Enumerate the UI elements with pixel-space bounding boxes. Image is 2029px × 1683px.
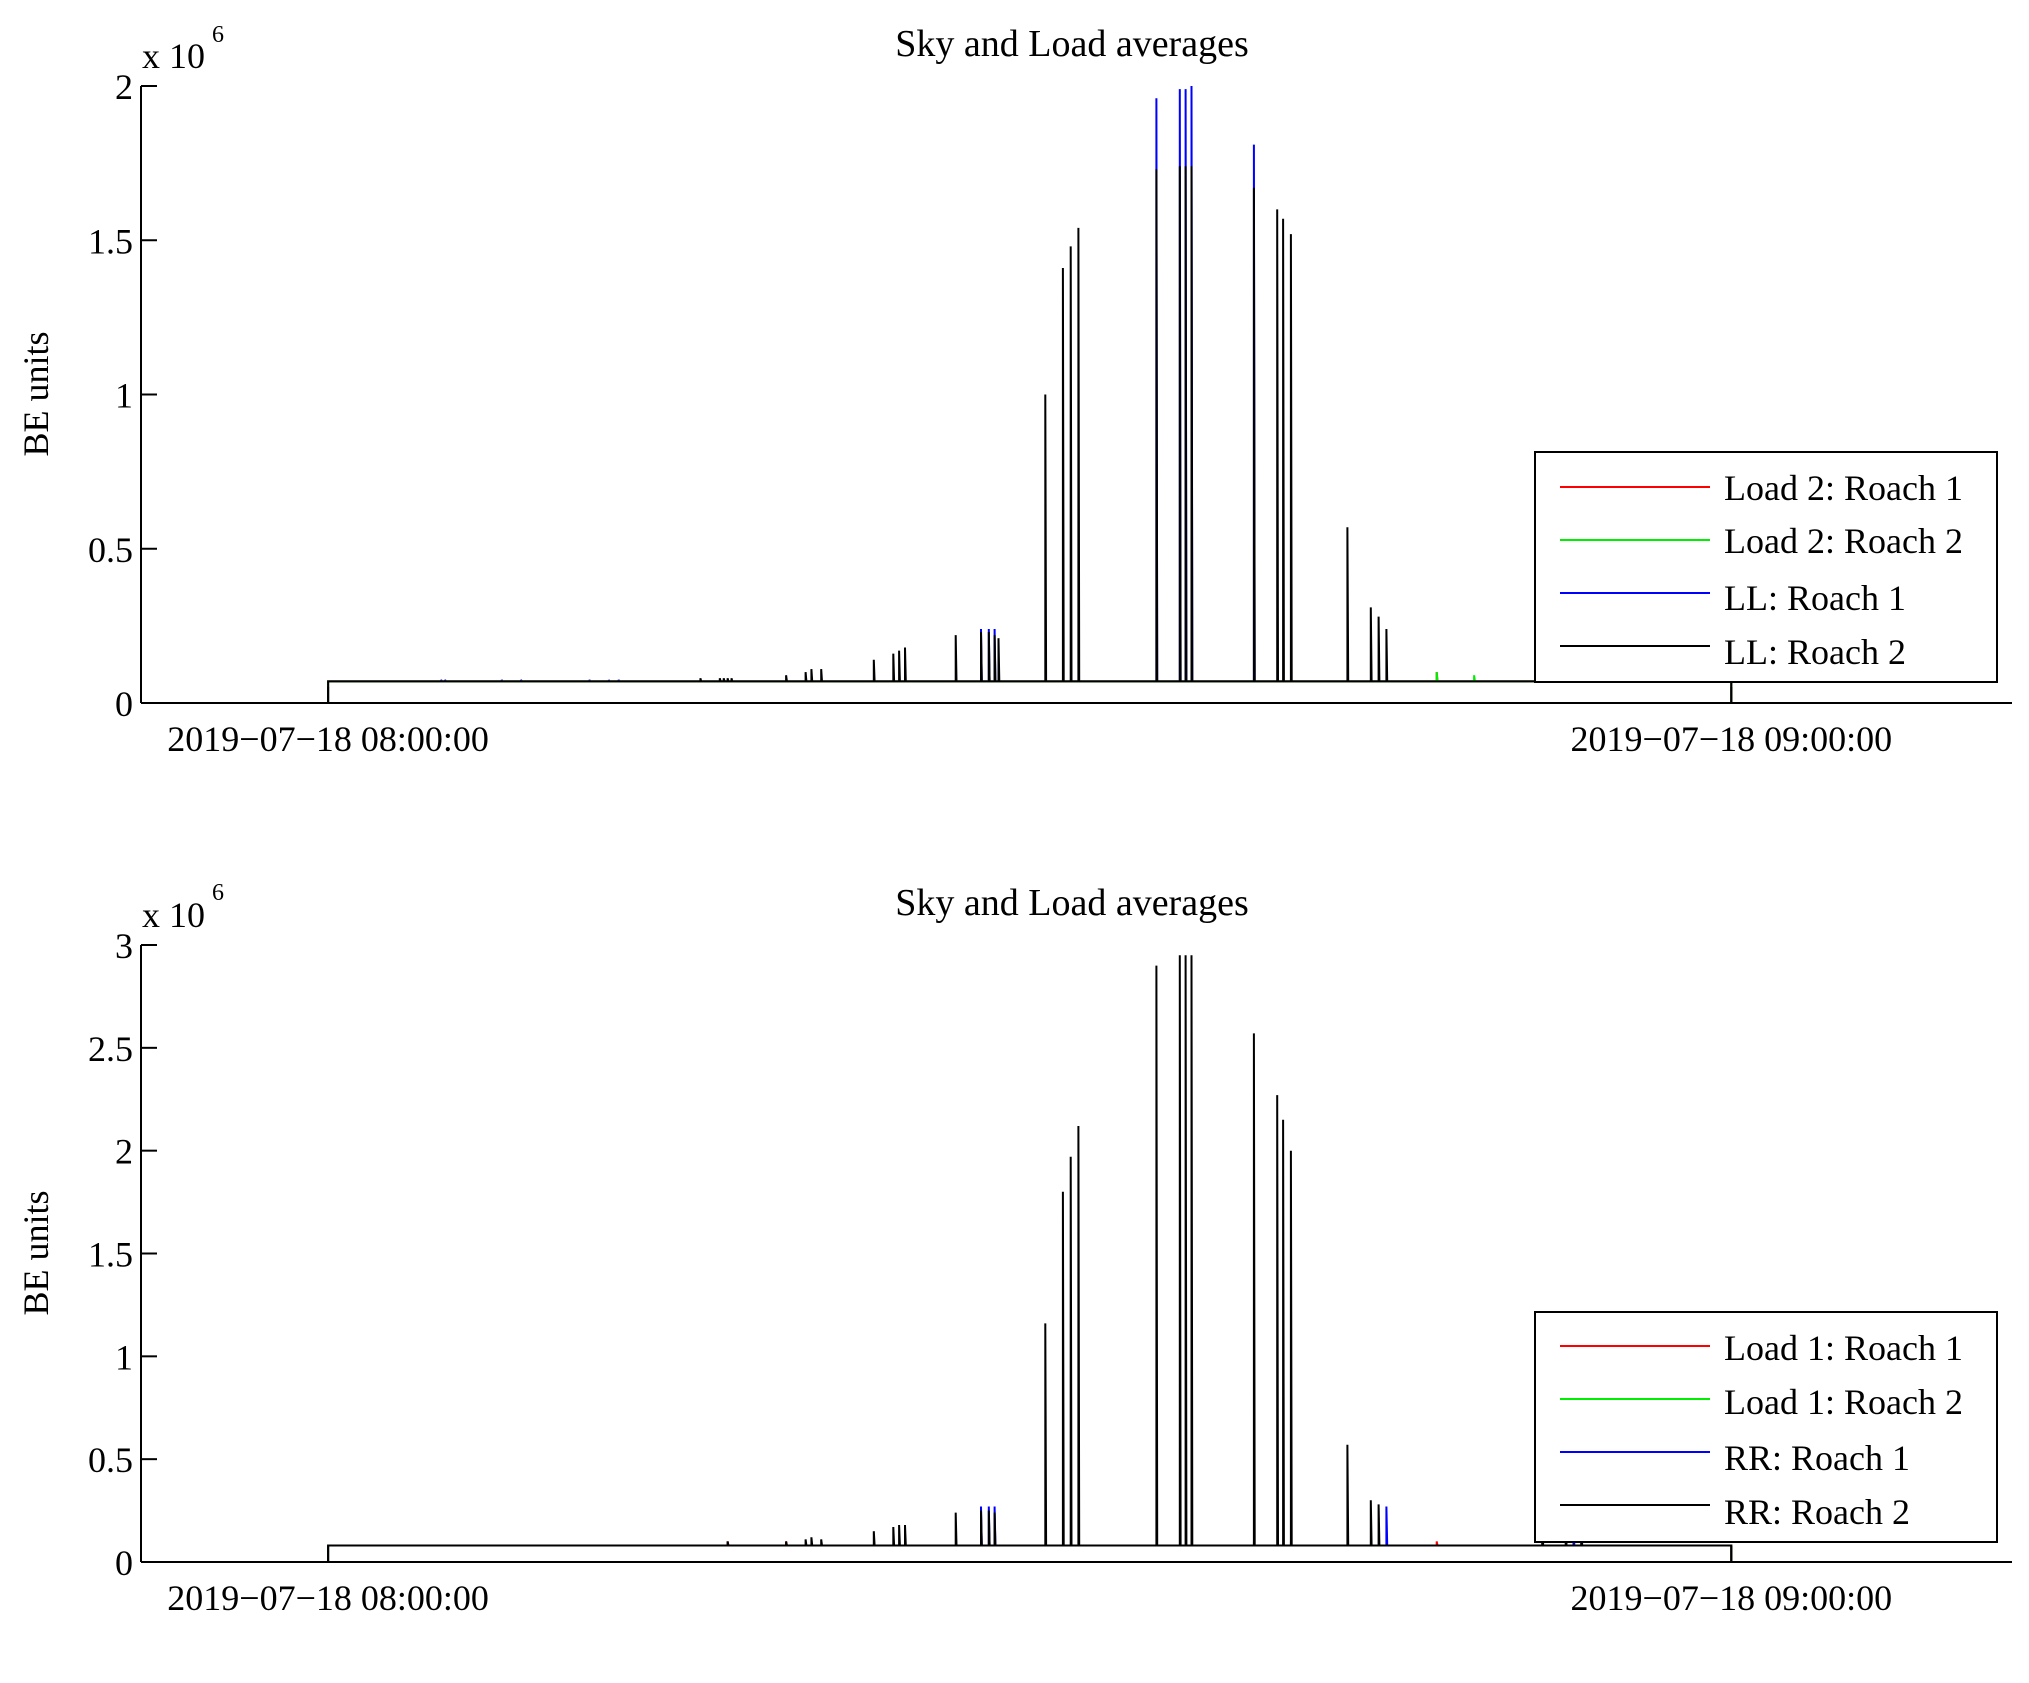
top-y-tick-label: 0 xyxy=(115,684,133,724)
top-y-tick-label: 0.5 xyxy=(88,530,133,570)
top-legend-entry: Load 2: Roach 1 xyxy=(1560,468,1963,508)
top-legend-entry: LL: Roach 1 xyxy=(1560,578,1906,618)
bottom-y-tick-label: 1 xyxy=(115,1337,133,1377)
bottom-x-ticks: 2019−07−18 08:00:00 2019−07−18 09:00:00 xyxy=(167,1546,1892,1618)
top-legend-label: Load 2: Roach 2 xyxy=(1724,521,1963,561)
bottom-y-tick-label: 3 xyxy=(115,926,133,966)
top-y-tick-label: 2 xyxy=(115,67,133,107)
bottom-y-tick-label: 2 xyxy=(115,1132,133,1172)
bottom-legend-label: RR: Roach 1 xyxy=(1724,1438,1910,1478)
bottom-legend-entry: Load 1: Roach 2 xyxy=(1560,1382,1963,1422)
bottom-x-tick-label: 2019−07−18 08:00:00 xyxy=(167,1578,489,1618)
top-y-axis-label: BE units xyxy=(16,331,56,456)
bottom-legend-entry: Load 1: Roach 1 xyxy=(1560,1328,1963,1368)
bottom-y-ticks: 0 0.5 1 1.5 2 2.5 3 xyxy=(88,926,157,1583)
bottom-legend-label: Load 1: Roach 2 xyxy=(1724,1382,1963,1422)
top-legend-box xyxy=(1534,451,1998,683)
top-x-tick-label: 2019−07−18 09:00:00 xyxy=(1571,719,1893,759)
top-legend-entry: LL: Roach 2 xyxy=(1560,632,1906,672)
bottom-series-load-1-roach-1 xyxy=(327,1541,1733,1562)
top-legend-label: LL: Roach 2 xyxy=(1724,632,1906,672)
top-axes: 00.511.52 2019−07−18 08:00:00 2019−07−18 … xyxy=(88,67,2012,759)
top-y-tick-label: 1 xyxy=(115,376,133,416)
top-chart-title: Sky and Load averages xyxy=(895,23,1249,65)
top-series-layer xyxy=(327,85,1733,703)
top-series-load-2-roach-2 xyxy=(327,672,1733,703)
bottom-y-multiplier-exponent: 6 xyxy=(212,880,224,906)
bottom-legend-entry: RR: Roach 2 xyxy=(1560,1492,1910,1532)
bottom-series-layer xyxy=(327,955,1733,1562)
bottom-legend-label: Load 1: Roach 1 xyxy=(1724,1328,1963,1368)
top-legend-label: LL: Roach 1 xyxy=(1724,578,1906,618)
bottom-legend: Load 1: Roach 1 Load 1: Roach 2 RR: Roac… xyxy=(1534,1311,1998,1543)
bottom-y-tick-label: 1.5 xyxy=(88,1235,133,1275)
top-y-tick-label: 1.5 xyxy=(88,221,133,261)
bottom-y-multiplier-base: x 10 xyxy=(142,895,205,935)
bottom-chart-title: Sky and Load averages xyxy=(895,882,1249,924)
top-y-ticks: 0 0.5 1 1.5 2 xyxy=(88,67,157,724)
top-legend-entry: Load 2: Roach 2 xyxy=(1560,521,1963,561)
top-series-ll-roach-2 xyxy=(327,166,1733,703)
top-series-ll-roach-1 xyxy=(327,85,1733,703)
top-legend: Load 2: Roach 1 Load 2: Roach 2 LL: Roac… xyxy=(1534,451,1998,683)
top-legend-label: Load 2: Roach 1 xyxy=(1724,468,1963,508)
bottom-legend-label: RR: Roach 2 xyxy=(1724,1492,1910,1532)
top-x-ticks: 2019−07−18 08:00:00 2019−07−18 09:00:00 xyxy=(167,687,1892,759)
bottom-axes: 00.511.522.53 2019−07−18 08:00:00 2019−07… xyxy=(88,926,2012,1618)
bottom-series-rr-roach-1 xyxy=(327,1504,1733,1562)
bottom-series-load-1-roach-2 xyxy=(327,1541,1733,1562)
bottom-panel: Sky and Load averages x 10 6 BE units 00… xyxy=(16,880,2012,1618)
bottom-legend-box xyxy=(1534,1311,1998,1543)
top-y-multiplier-base: x 10 xyxy=(142,36,205,76)
bottom-series-rr-roach-2 xyxy=(327,955,1733,1562)
bottom-y-tick-label: 0 xyxy=(115,1543,133,1583)
top-series-load-2-roach-1 xyxy=(327,672,1733,703)
bottom-y-axis-label: BE units xyxy=(16,1190,56,1315)
bottom-y-tick-label: 2.5 xyxy=(88,1029,133,1069)
bottom-x-tick-label: 2019−07−18 09:00:00 xyxy=(1571,1578,1893,1618)
top-y-multiplier: x 10 6 xyxy=(142,22,224,76)
top-panel: Sky and Load averages x 10 6 BE units 00… xyxy=(16,22,2012,759)
bottom-y-multiplier: x 10 6 xyxy=(142,880,224,935)
top-x-tick-label: 2019−07−18 08:00:00 xyxy=(167,719,489,759)
top-y-multiplier-exponent: 6 xyxy=(212,22,224,48)
bottom-legend-entry: RR: Roach 1 xyxy=(1560,1438,1910,1478)
bottom-y-tick-label: 0.5 xyxy=(88,1440,133,1480)
